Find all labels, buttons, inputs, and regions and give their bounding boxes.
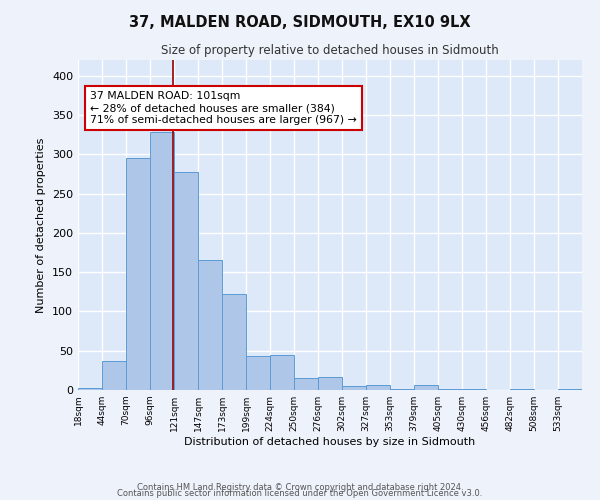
Bar xyxy=(294,378,318,390)
Bar xyxy=(246,356,270,390)
Bar xyxy=(438,389,462,390)
Bar xyxy=(558,389,582,390)
Bar xyxy=(150,132,174,390)
Bar xyxy=(198,260,222,390)
Bar xyxy=(414,386,438,390)
Bar xyxy=(270,354,294,390)
Bar xyxy=(318,376,342,390)
Bar xyxy=(366,384,390,390)
Bar xyxy=(174,172,198,390)
Bar xyxy=(510,389,534,390)
Text: 37 MALDEN ROAD: 101sqm
← 28% of detached houses are smaller (384)
71% of semi-de: 37 MALDEN ROAD: 101sqm ← 28% of detached… xyxy=(90,92,357,124)
Bar xyxy=(462,389,486,390)
Bar xyxy=(102,361,126,390)
Y-axis label: Number of detached properties: Number of detached properties xyxy=(37,138,46,312)
Bar xyxy=(342,386,366,390)
Text: 37, MALDEN ROAD, SIDMOUTH, EX10 9LX: 37, MALDEN ROAD, SIDMOUTH, EX10 9LX xyxy=(129,15,471,30)
Title: Size of property relative to detached houses in Sidmouth: Size of property relative to detached ho… xyxy=(161,44,499,58)
X-axis label: Distribution of detached houses by size in Sidmouth: Distribution of detached houses by size … xyxy=(184,437,476,447)
Bar xyxy=(222,294,246,390)
Bar xyxy=(78,388,102,390)
Text: Contains public sector information licensed under the Open Government Licence v3: Contains public sector information licen… xyxy=(118,489,482,498)
Text: Contains HM Land Registry data © Crown copyright and database right 2024.: Contains HM Land Registry data © Crown c… xyxy=(137,483,463,492)
Bar xyxy=(390,389,414,390)
Bar xyxy=(126,158,150,390)
